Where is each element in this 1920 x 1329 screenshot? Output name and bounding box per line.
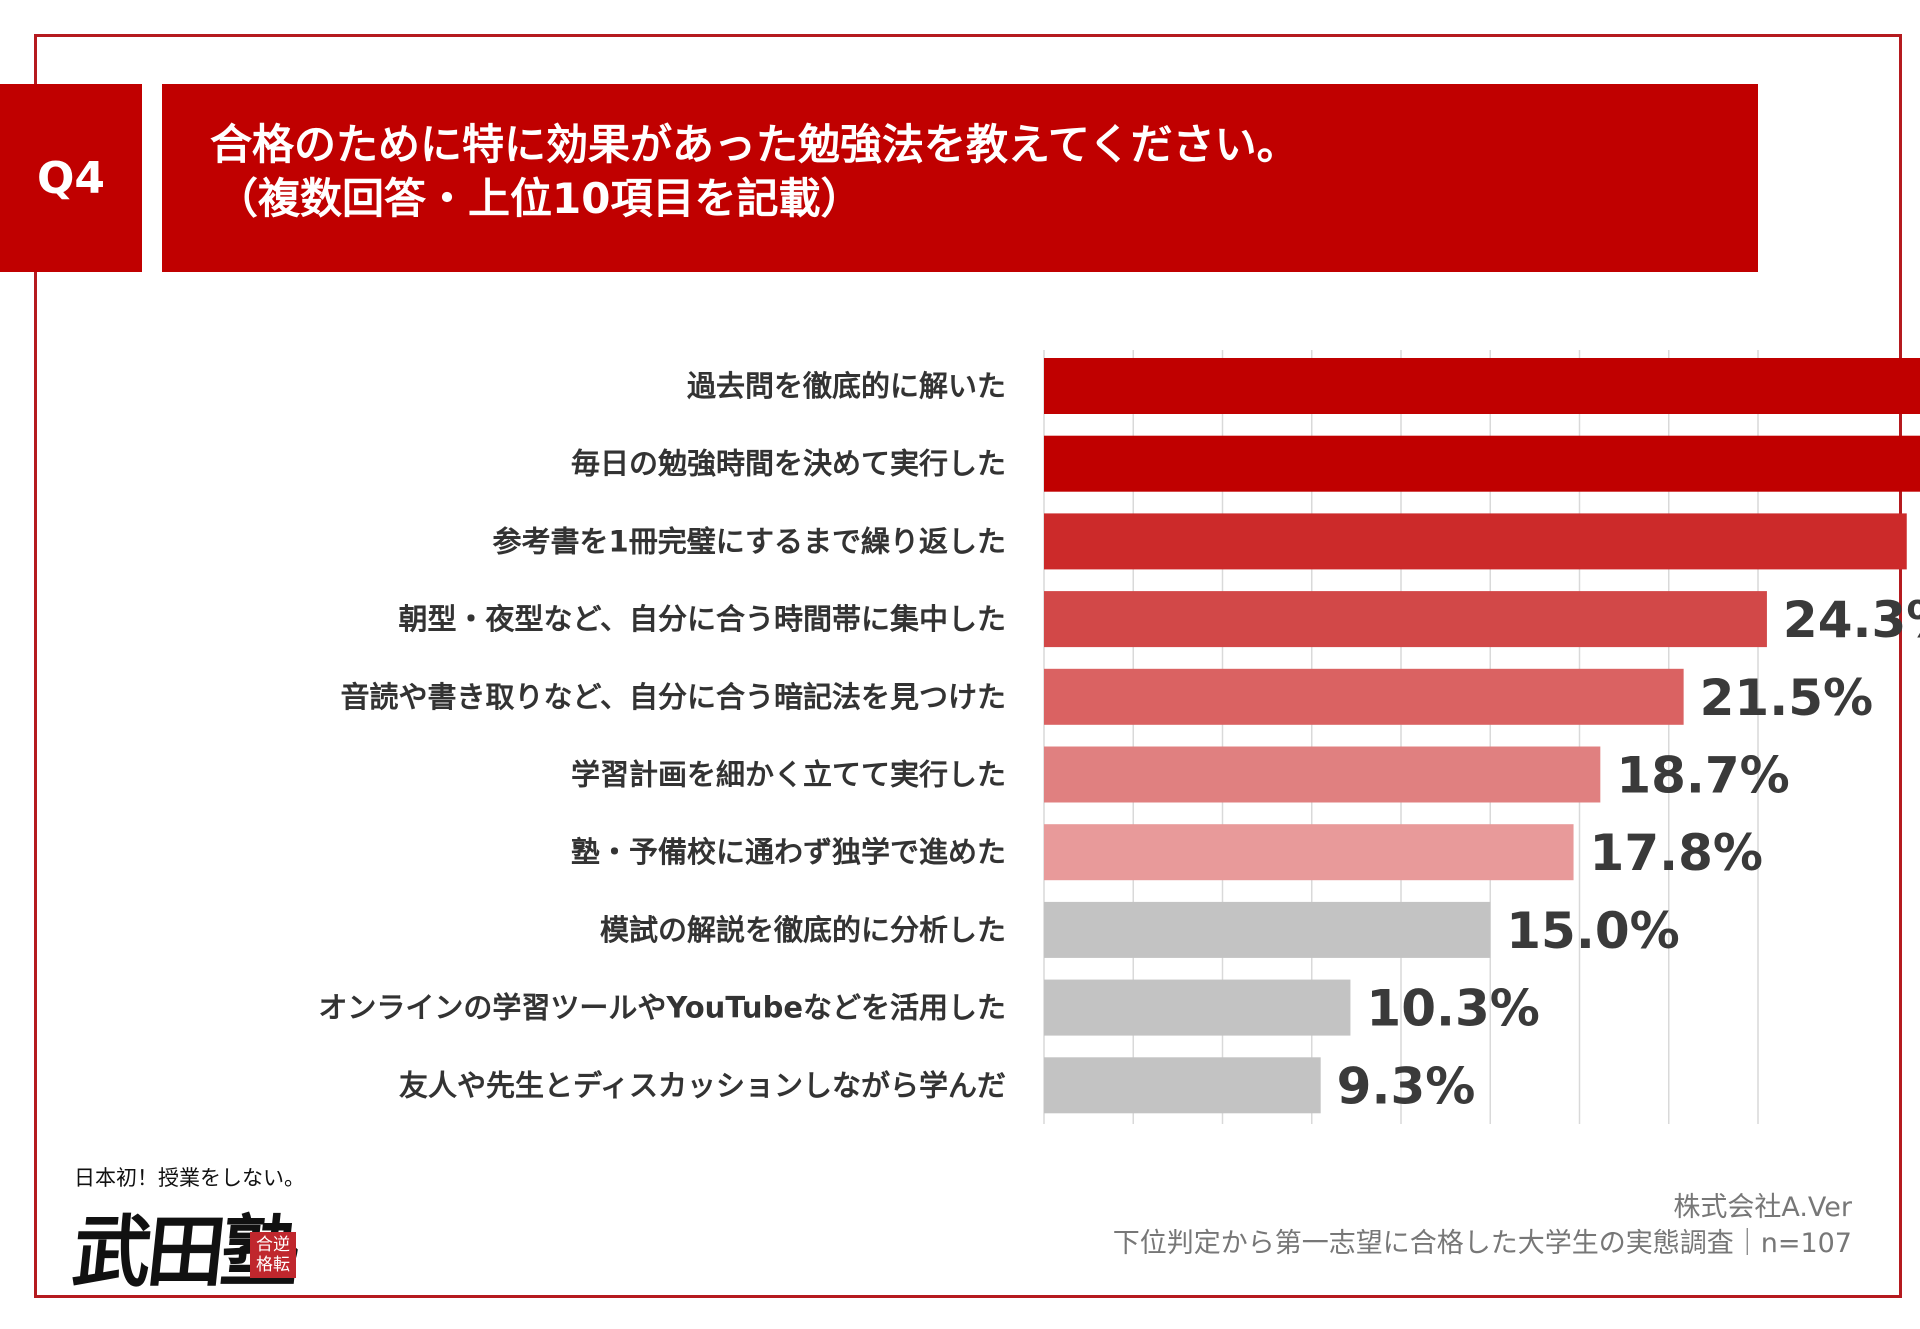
- category-label-10: 友人や先生とディスカッションしながら学んだ: [399, 1068, 1006, 1102]
- bar-10: [1044, 1057, 1321, 1114]
- bar-6: [1044, 746, 1601, 803]
- question-number: Q4: [36, 152, 106, 204]
- question-title: 合格のために特に効果があった勉強法を教えてください。: [210, 120, 1299, 169]
- value-label-6: 18.7%: [1616, 747, 1789, 805]
- chart-bars: [1044, 358, 1920, 1114]
- slide-frame: [34, 34, 1902, 1298]
- source-footer: 株式会社A.Ver 下位判定から第一志望に合格した大学生の実態調査｜n=107: [1113, 1190, 1852, 1262]
- company-name: 株式会社A.Ver: [1673, 1192, 1852, 1223]
- logo-stamp: 合逆格転: [250, 1232, 296, 1278]
- bar-5: [1044, 668, 1684, 725]
- value-label-10: 9.3%: [1337, 1057, 1476, 1115]
- category-label-6: 学習計画を細かく立てて実行した: [571, 758, 1006, 792]
- category-labels: 過去問を徹底的に解いた毎日の勉強時間を決めて実行した参考書を1冊完璧にするまで繰…: [318, 369, 1006, 1102]
- category-label-4: 朝型・夜型など、自分に合う時間帯に集中した: [398, 602, 1006, 636]
- category-label-1: 過去問を徹底的に解いた: [687, 369, 1006, 403]
- bar-1: [1044, 358, 1920, 414]
- value-label-5: 21.5%: [1700, 669, 1873, 727]
- survey-info: 下位判定から第一志望に合格した大学生の実態調査｜n=107: [1112, 1228, 1852, 1259]
- question-subtitle: （複数回答・上位10項目を記載）: [216, 174, 863, 223]
- value-labels: 29.9%29.9%29.0%24.3%21.5%18.7%17.8%15.0%…: [1337, 591, 1920, 1115]
- category-label-8: 模試の解説を徹底的に分析した: [600, 913, 1006, 947]
- bar-3: [1044, 513, 1907, 570]
- category-label-2: 毎日の勉強時間を決めて実行した: [571, 447, 1006, 481]
- category-label-3: 参考書を1冊完璧にするまで繰り返した: [493, 524, 1006, 558]
- value-label-4: 24.3%: [1783, 591, 1920, 649]
- category-label-7: 塾・予備校に通わず独学で進めた: [571, 835, 1006, 869]
- category-label-5: 音読や書き取りなど、自分に合う暗記法を見つけた: [340, 680, 1006, 714]
- value-label-7: 17.8%: [1590, 824, 1763, 882]
- logo-tagline: 日本初！授業をしない。: [74, 1166, 305, 1190]
- bar-9: [1044, 979, 1351, 1036]
- title-banner: 合格のために特に効果があった勉強法を教えてください。 （複数回答・上位10項目を…: [162, 84, 1758, 272]
- value-label-9: 10.3%: [1366, 980, 1539, 1038]
- bar-2: [1044, 435, 1920, 492]
- value-label-8: 15.0%: [1506, 902, 1679, 960]
- takeda-juku-logo: 日本初！授業をしない。 武田塾 合逆格転: [69, 1162, 314, 1298]
- category-label-9: オンラインの学習ツールやYouTubeなどを活用した: [318, 991, 1006, 1025]
- question-number-badge: Q4: [0, 84, 142, 272]
- bar-8: [1044, 901, 1491, 958]
- bar-7: [1044, 824, 1574, 881]
- bar-4: [1044, 591, 1767, 648]
